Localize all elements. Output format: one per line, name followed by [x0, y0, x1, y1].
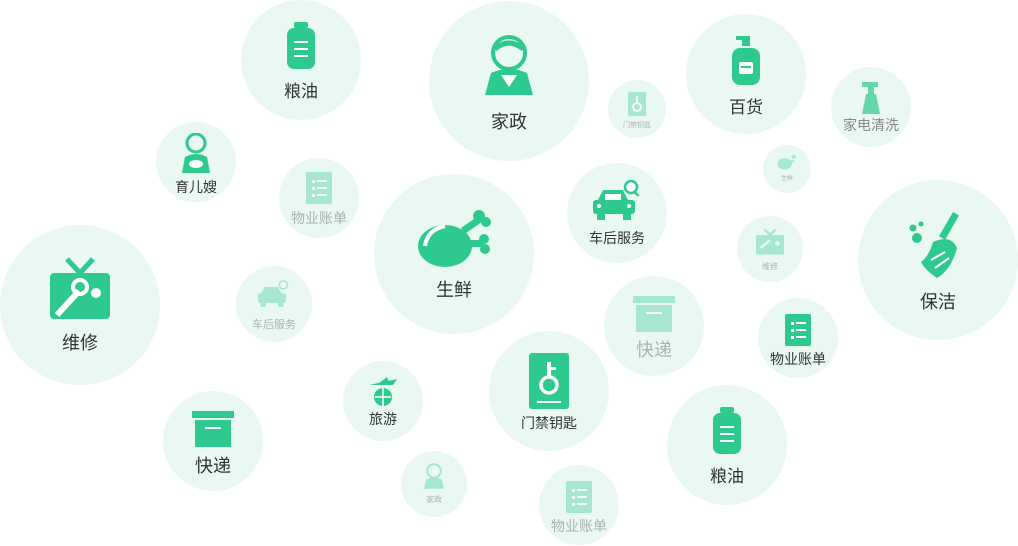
service-label: 车后服务 — [589, 231, 645, 247]
service-access-key-small[interactable]: 门禁钥匙 — [608, 80, 666, 138]
broom-icon — [907, 212, 969, 278]
service-grain-oil-top[interactable]: 粮油 — [241, 0, 361, 120]
bill-document-icon — [785, 314, 811, 346]
soap-bottle-icon — [730, 36, 762, 86]
service-cleaning[interactable]: 保洁 — [858, 180, 1018, 340]
service-travel[interactable]: 旅游 — [343, 361, 423, 441]
service-label: 保洁 — [920, 292, 956, 313]
plane-globe-icon — [367, 377, 399, 407]
grain-oil-bottle-icon — [710, 407, 744, 455]
tv-repair-icon — [49, 257, 111, 321]
key-card-icon — [529, 353, 569, 409]
service-label: 旅游 — [369, 412, 397, 428]
service-label: 物业账单 — [551, 519, 607, 535]
service-fresh[interactable]: 生鲜 — [374, 174, 534, 334]
bill-document-icon — [566, 481, 592, 513]
service-label: 粮油 — [710, 467, 744, 487]
service-access-key[interactable]: 门禁钥匙 — [489, 331, 609, 451]
package-box-icon — [633, 296, 675, 332]
service-label: 粮油 — [284, 82, 318, 102]
service-label: 家电清洗 — [843, 118, 899, 134]
service-appliance-cleaning[interactable]: 家电清洗 — [831, 67, 911, 147]
service-label: 育儿嫂 — [175, 180, 217, 196]
service-car-aftercare[interactable]: 车后服务 — [567, 163, 667, 263]
service-label: 物业账单 — [770, 352, 826, 368]
grain-oil-bottle-icon — [284, 22, 318, 70]
package-box-icon — [192, 411, 234, 447]
car-search-icon — [258, 280, 290, 307]
service-express[interactable]: 快递 — [163, 391, 263, 491]
service-property-bill-bottom[interactable]: 物业账单 — [539, 465, 619, 545]
service-property-bill-faint[interactable]: 物业账单 — [279, 158, 359, 238]
service-label: 门禁钥匙 — [623, 121, 651, 129]
housekeeper-icon — [423, 463, 445, 489]
service-housekeeping-top[interactable]: 家政 — [429, 1, 589, 161]
service-label: 家政 — [491, 112, 527, 133]
key-card-icon — [628, 92, 646, 116]
service-express-faint[interactable]: 快递 — [604, 276, 704, 376]
service-label: 维修 — [62, 333, 98, 354]
service-label: 生鲜 — [780, 175, 793, 182]
service-car-aftercare-faint[interactable]: 车后服务 — [236, 266, 312, 342]
bill-document-icon — [306, 172, 332, 204]
service-property-bill[interactable]: 物业账单 — [758, 298, 838, 378]
chicken-leg-icon — [777, 154, 797, 170]
service-housekeeping-small[interactable]: 家政 — [401, 451, 467, 517]
chicken-leg-icon — [417, 210, 491, 268]
service-label: 生鲜 — [436, 280, 472, 301]
service-label: 快递 — [636, 340, 672, 361]
service-fresh-small[interactable]: 生鲜 — [763, 145, 811, 193]
service-grain-oil-bottom[interactable]: 粮油 — [667, 385, 787, 505]
service-label: 车后服务 — [252, 318, 296, 331]
service-label: 快递 — [195, 456, 231, 477]
service-label: 家政 — [426, 495, 442, 504]
car-search-icon — [593, 180, 641, 220]
tv-repair-icon — [756, 229, 784, 255]
service-department-store[interactable]: 百货 — [686, 14, 806, 134]
nanny-with-baby-icon — [181, 133, 211, 173]
service-label: 百货 — [729, 98, 763, 118]
housekeeper-icon — [483, 35, 535, 95]
service-label: 物业账单 — [291, 211, 347, 227]
spray-bottle-icon — [860, 82, 882, 114]
service-nanny[interactable]: 育儿嫂 — [156, 122, 236, 202]
service-label: 维修 — [762, 262, 778, 271]
service-repair-small[interactable]: 维修 — [737, 216, 803, 282]
service-label: 门禁钥匙 — [521, 416, 577, 432]
service-repair[interactable]: 维修 — [0, 225, 160, 385]
